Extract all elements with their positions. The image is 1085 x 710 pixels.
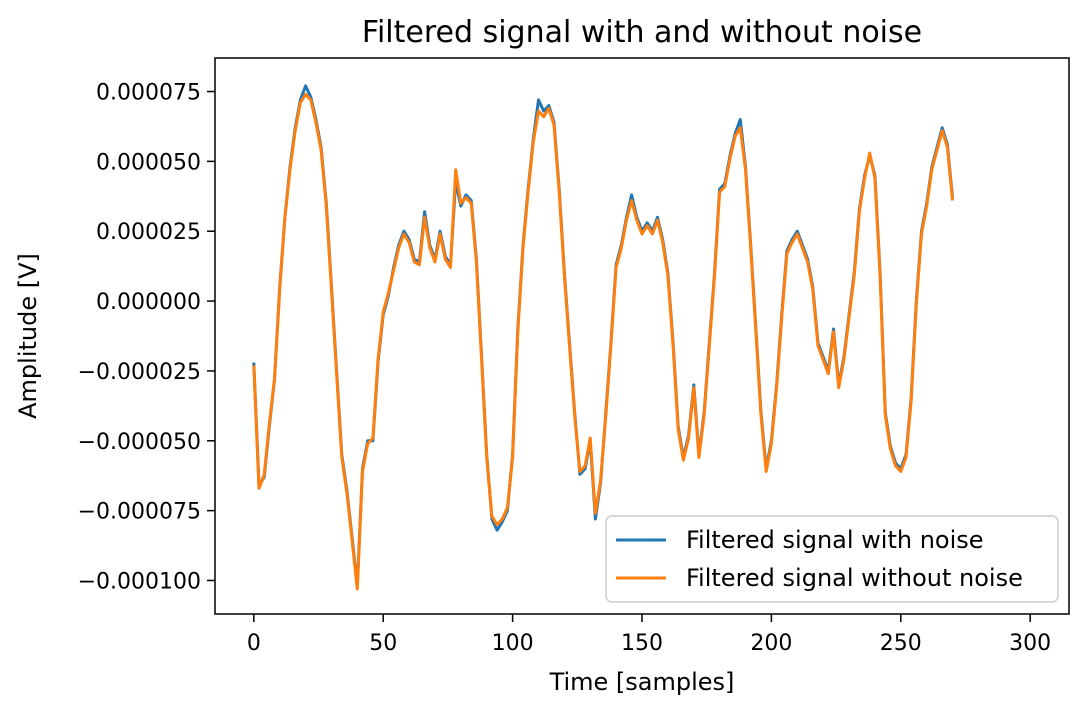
y-axis: −0.000100 −0.000075 −0.000050 −0.000025 0.00…	[78, 81, 215, 594]
x-tick-label: 250	[880, 631, 922, 656]
legend-box	[605, 515, 1059, 603]
x-tick-label: 100	[492, 631, 534, 656]
x-tick-label: 200	[750, 631, 792, 656]
y-tick-label: −0.000075	[78, 500, 201, 525]
y-tick-label: −0.000025	[78, 360, 201, 385]
x-tick-label: 150	[621, 631, 663, 656]
x-tick-label: 50	[369, 631, 397, 656]
x-tick-label: 0	[247, 631, 261, 656]
x-axis-label: Time [samples]	[549, 668, 735, 696]
y-tick-label: −0.000050	[78, 430, 201, 455]
y-tick-label: 0.000050	[96, 150, 201, 175]
y-axis-label: Amplitude [V]	[14, 253, 42, 419]
y-tick-label: 0.000075	[96, 81, 201, 106]
series-lines	[252, 84, 954, 591]
y-tick-label: 0.000000	[96, 290, 201, 315]
x-axis: 0 50 100 150 200 250 300	[247, 614, 1051, 656]
y-tick-label: 0.000025	[96, 220, 201, 245]
chart-title: Filtered signal with and without noise	[362, 15, 922, 50]
legend-label-with-noise: Filtered signal with noise	[686, 526, 984, 554]
legend: Filtered signal with noise Filtered sign…	[605, 515, 1059, 603]
y-tick-label: −0.000100	[78, 569, 201, 594]
x-tick-label: 300	[1009, 631, 1051, 656]
series-line-without-noise	[252, 92, 954, 591]
legend-label-without-noise: Filtered signal without noise	[686, 564, 1023, 592]
